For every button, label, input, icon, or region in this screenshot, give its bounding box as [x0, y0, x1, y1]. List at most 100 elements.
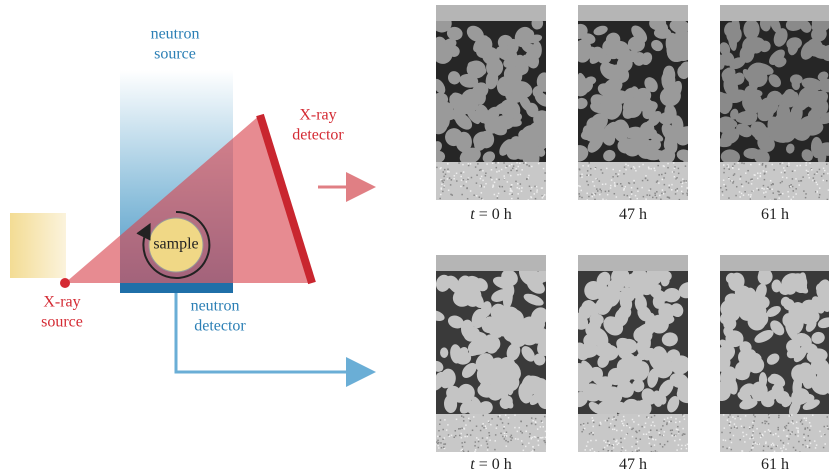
noise	[671, 189, 673, 191]
noise	[732, 416, 734, 418]
noise	[502, 422, 504, 424]
noise	[663, 177, 665, 179]
noise	[444, 169, 446, 171]
noise	[447, 424, 449, 426]
noise	[584, 449, 586, 451]
noise	[628, 182, 630, 184]
noise	[632, 419, 634, 421]
noise	[749, 427, 751, 429]
noise	[440, 442, 442, 444]
noise	[579, 186, 581, 188]
noise	[750, 179, 752, 181]
noise	[686, 448, 688, 450]
noise	[793, 447, 795, 449]
noise	[819, 187, 821, 189]
noise	[511, 437, 513, 439]
noise	[669, 421, 671, 423]
noise	[651, 416, 653, 418]
noise	[756, 188, 758, 190]
noise	[683, 180, 685, 182]
noise	[679, 421, 681, 423]
noise	[734, 418, 736, 420]
noise	[595, 440, 597, 442]
noise	[600, 423, 602, 425]
noise	[486, 441, 488, 443]
noise	[636, 198, 638, 200]
noise	[535, 421, 537, 423]
noise	[824, 434, 826, 436]
noise	[600, 169, 602, 171]
noise	[792, 420, 794, 422]
noise	[769, 188, 771, 190]
noise	[686, 193, 688, 195]
noise	[475, 449, 477, 451]
noise	[504, 190, 506, 192]
noise	[517, 438, 519, 440]
noise	[485, 428, 487, 430]
noise	[763, 192, 765, 194]
noise	[497, 195, 499, 197]
noise	[741, 425, 743, 427]
noise	[633, 421, 635, 423]
noise	[595, 178, 597, 180]
noise	[752, 425, 754, 427]
noise	[641, 187, 643, 189]
noise	[743, 427, 745, 429]
noise	[612, 169, 614, 171]
neutron-detector	[120, 283, 233, 293]
noise	[817, 184, 819, 186]
noise	[456, 419, 458, 421]
noise	[579, 193, 581, 195]
noise	[658, 174, 660, 176]
noise	[617, 176, 619, 178]
noise	[632, 428, 634, 430]
noise	[684, 418, 686, 420]
noise	[648, 417, 650, 419]
noise	[672, 171, 674, 173]
noise	[536, 186, 538, 188]
noise	[798, 180, 800, 182]
noise	[504, 435, 506, 437]
noise	[781, 450, 783, 452]
noise	[458, 162, 460, 164]
noise	[463, 420, 465, 422]
noise	[613, 447, 615, 449]
noise	[677, 426, 679, 428]
noise	[797, 435, 799, 437]
noise	[686, 187, 688, 189]
noise	[481, 198, 483, 200]
xray-detector-label: X-ray	[299, 107, 336, 124]
noise	[773, 444, 775, 446]
noise	[752, 445, 754, 447]
image-body	[711, 5, 829, 201]
noise	[494, 194, 496, 196]
noise	[591, 194, 593, 196]
noise	[827, 173, 829, 175]
panel-label: 47 h	[619, 206, 647, 223]
noise	[623, 189, 625, 191]
noise	[531, 438, 533, 440]
noise	[797, 430, 799, 432]
noise	[806, 418, 808, 420]
noise	[511, 193, 513, 195]
noise	[656, 197, 658, 199]
noise	[642, 180, 644, 182]
noise	[534, 186, 536, 188]
noise	[525, 162, 527, 164]
ct-image	[711, 5, 829, 201]
noise	[474, 451, 476, 453]
noise	[490, 424, 492, 426]
noise	[510, 440, 512, 442]
noise	[662, 179, 664, 181]
noise	[473, 194, 475, 196]
noise	[743, 163, 745, 165]
noise	[455, 430, 457, 432]
noise	[618, 442, 620, 444]
noise	[627, 165, 629, 167]
noise	[805, 164, 807, 166]
noise	[590, 440, 592, 442]
noise	[802, 423, 804, 425]
noise	[466, 434, 468, 436]
noise	[620, 438, 622, 440]
noise	[594, 168, 596, 170]
